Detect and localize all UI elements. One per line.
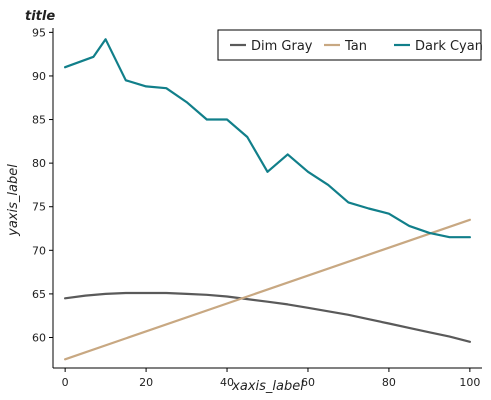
x-axis-label: xaxis_label xyxy=(231,379,304,394)
axes: 60 65 70 75 80 85 90 95 0 20 40 60 80 100 xyxy=(32,26,482,389)
series-line-tan xyxy=(63,218,471,361)
x-tick-label: 60 xyxy=(301,376,315,389)
y-tick-label: 75 xyxy=(32,201,46,214)
x-tick-label: 80 xyxy=(382,376,396,389)
x-tick-label: 40 xyxy=(220,376,234,389)
series-line-dim-gray xyxy=(63,291,471,343)
x-tick-label: 0 xyxy=(62,376,69,389)
legend-label-dark-cyan: Dark Cyan xyxy=(415,39,483,54)
y-tick-label: 65 xyxy=(32,288,46,301)
x-tick-label: 100 xyxy=(459,376,480,389)
series-layer xyxy=(63,38,471,361)
legend: Dim Gray Tan Dark Cyan xyxy=(217,29,483,61)
series-line-dark-cyan xyxy=(63,38,471,239)
y-tick-label: 85 xyxy=(32,114,46,127)
y-tick-label: 80 xyxy=(32,157,46,170)
legend-label-tan: Tan xyxy=(344,39,367,54)
y-tick-label: 90 xyxy=(32,70,46,83)
chart-title: title xyxy=(25,9,55,24)
y-tick-label: 95 xyxy=(32,26,46,39)
x-tick-label: 20 xyxy=(139,376,153,389)
y-axis-label: yaxis_label xyxy=(6,164,21,237)
y-tick-label: 60 xyxy=(32,331,46,344)
y-tick-label: 70 xyxy=(32,244,46,257)
legend-label-dim-gray: Dim Gray xyxy=(251,39,313,54)
legend-box xyxy=(217,29,482,61)
